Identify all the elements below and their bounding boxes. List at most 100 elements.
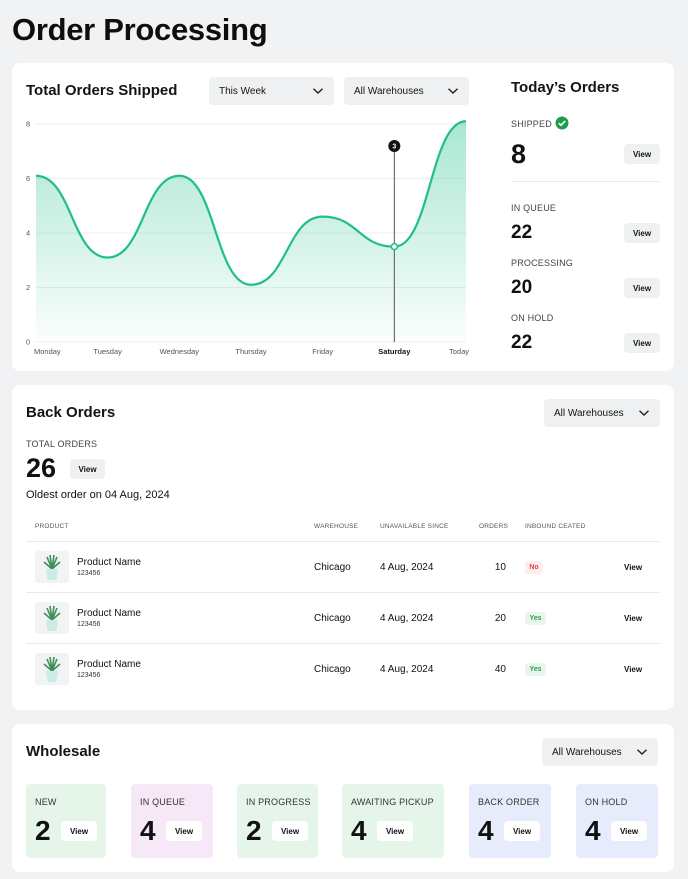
product-sku: 123456 [77,570,101,577]
shipped-warehouse-select[interactable]: All Warehouses [344,77,469,105]
tile-back-order: BACK ORDER 4 View [469,784,551,858]
divider [26,592,660,593]
today-title: Today’s Orders [511,79,620,96]
tile-view-button[interactable]: View [272,821,308,841]
total-orders-value: 26 [26,453,57,483]
since-cell: 4 Aug, 2024 [380,664,434,675]
plant-icon [43,656,61,682]
chevron-down-icon [639,410,649,416]
orders-shipped-chart: 8 6 4 2 0 3 Monday Tuesday Wednesday Thursday Fr… [26,120,469,357]
y-tick-label: 2 [26,283,30,292]
product-thumbnail [35,551,69,583]
tile-value: 2 [35,815,51,846]
back-orders-card [12,385,674,710]
tile-new: NEW 2 View [26,784,106,858]
tile-view-button[interactable]: View [166,821,202,841]
tile-view-button[interactable]: View [61,821,97,841]
tile-label: BACK ORDER [478,797,540,807]
product-sku: 123456 [77,621,101,628]
tile-value: 4 [140,815,156,846]
since-cell: 4 Aug, 2024 [380,562,434,573]
warehouse-cell: Chicago [314,664,351,675]
in-queue-label: IN QUEUE [511,203,557,213]
col-unavailable-since: UNAVAILABLE SINCE [380,523,449,530]
wholesale-warehouse-label: All Warehouses [552,746,622,758]
product-name: Product Name [77,608,141,619]
shipped-label: SHIPPED [511,119,552,129]
x-tick-label: Thursday [235,347,267,356]
y-tick-label: 6 [26,174,30,183]
on-hold-view-button[interactable]: View [624,333,660,353]
check-circle-icon [555,116,569,130]
col-warehouse: WAREHOUSE [314,523,359,530]
tile-view-button[interactable]: View [611,821,647,841]
tile-label: NEW [35,797,57,807]
col-product: PRODUCT [35,523,69,530]
shipped-warehouse-select-label: All Warehouses [354,85,424,97]
tooltip-bubble [388,140,401,152]
y-tick-label: 0 [26,338,30,347]
back-orders-warehouse-label: All Warehouses [554,407,624,419]
tile-value: 4 [351,815,367,846]
row-view-link[interactable]: View [624,563,643,572]
product-name: Product Name [77,557,141,568]
shipped-value: 8 [511,139,527,169]
total-orders-view-button[interactable]: View [70,459,105,479]
processing-value: 20 [511,277,533,298]
tile-in-progress: IN PROGRESS 2 View [237,784,318,858]
oldest-order-text: Oldest order on 04 Aug, 2024 [26,489,170,501]
period-select-label: This Week [219,85,267,97]
tile-awaiting-pickup: AWAITING PICKUP 4 View [342,784,444,858]
row-view-link[interactable]: View [624,614,643,623]
processing-label: PROCESSING [511,258,574,268]
selected-point[interactable] [390,242,399,251]
row-view-link[interactable]: View [624,665,643,674]
tile-value: 4 [585,815,601,846]
orders-cell: 20 [494,613,506,624]
plant-icon [43,554,61,580]
on-hold-label: ON HOLD [511,313,554,323]
tooltip-value: 3 [392,144,396,151]
total-orders-label: TOTAL ORDERS [26,439,98,449]
page-title: Order Processing [12,12,268,47]
orders-cell: 10 [494,562,506,573]
shipped-view-button[interactable]: View [624,144,660,164]
x-tick-label: Today [449,347,469,356]
shipped-title: Total Orders Shipped [26,82,178,99]
processing-view-button[interactable]: View [624,278,660,298]
chevron-down-icon [313,88,323,94]
period-select[interactable]: This Week [209,77,334,105]
warehouse-cell: Chicago [314,613,351,624]
divider [26,541,660,542]
tile-view-button[interactable]: View [377,821,413,841]
x-tick-label: Monday [34,347,61,356]
product-sku: 123456 [77,672,101,679]
inbound-badge: Yes [525,612,546,625]
divider [26,643,660,644]
tile-in-queue: IN QUEUE 4 View [131,784,213,858]
in-queue-view-button[interactable]: View [624,223,660,243]
tile-label: AWAITING PICKUP [351,797,434,807]
chart-line [35,120,467,286]
tile-label: IN PROGRESS [246,797,311,807]
orders-cell: 40 [494,664,506,675]
x-tick-label: Saturday [378,347,411,356]
warehouse-cell: Chicago [314,562,351,573]
since-cell: 4 Aug, 2024 [380,613,434,624]
tile-view-button[interactable]: View [504,821,540,841]
chevron-down-icon [637,749,647,755]
col-orders: ORDERS [479,523,509,530]
in-queue-value: 22 [511,222,533,243]
plant-icon [43,605,61,631]
y-tick-label: 8 [26,120,30,129]
chart-area [36,121,466,343]
product-thumbnail [35,602,69,634]
back-orders-warehouse-select[interactable]: All Warehouses [544,399,660,427]
tile-label: ON HOLD [585,797,628,807]
tile-label: IN QUEUE [140,797,186,807]
chevron-down-icon [448,88,458,94]
product-thumbnail [35,653,69,685]
wholesale-warehouse-select[interactable]: All Warehouses [542,738,658,766]
x-tick-label: Wednesday [160,347,200,356]
divider [511,181,660,182]
